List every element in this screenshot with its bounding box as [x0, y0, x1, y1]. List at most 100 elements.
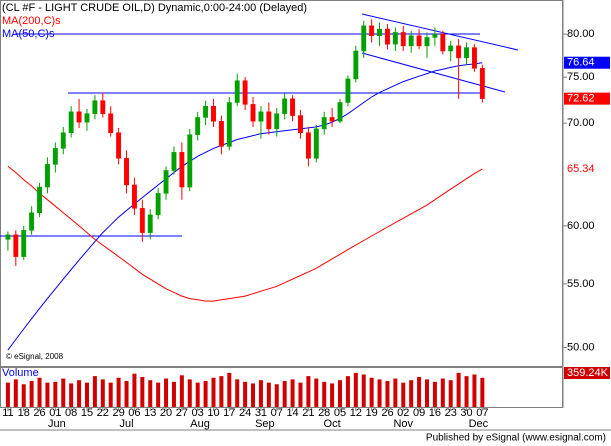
candle-body — [5, 234, 11, 240]
volume-bar — [235, 379, 240, 407]
volume-bar — [401, 382, 406, 407]
x-tick-label: 28 — [318, 407, 330, 419]
y-tick-label: 55.00 — [567, 278, 595, 290]
candle-body — [226, 102, 232, 147]
month-label: Aug — [190, 418, 210, 430]
candle-body — [203, 105, 209, 118]
candle-body — [305, 132, 311, 159]
copyright: © eSignal, 2008 — [6, 352, 64, 361]
volume-bar — [84, 382, 89, 407]
volume-bar — [211, 377, 216, 407]
volume-bar — [219, 376, 224, 407]
volume-bar — [156, 382, 161, 407]
candle-body — [92, 100, 98, 114]
volume-bar — [298, 382, 303, 407]
candle-body — [416, 35, 422, 47]
candle-body — [29, 212, 35, 231]
volume-bar — [274, 384, 279, 407]
y-tick-label: 70.00 — [567, 117, 595, 129]
volume-bar — [369, 377, 374, 407]
volume-bar — [69, 383, 74, 407]
volume-bar — [385, 381, 390, 407]
volume-bar — [417, 376, 422, 407]
month-label: Jul — [119, 418, 133, 430]
candle-body — [464, 47, 469, 59]
month-label: Jun — [48, 418, 66, 430]
candle-body — [84, 113, 90, 123]
candle-body — [108, 113, 114, 133]
candle-body — [124, 158, 129, 186]
volume-last-box — [564, 367, 610, 379]
volume-bar — [124, 381, 129, 407]
x-tick-label: 17 — [223, 407, 235, 419]
x-tick-label: 29 — [112, 407, 124, 419]
x-tick-label: 06 — [128, 407, 140, 419]
candle-body — [179, 152, 185, 188]
candle-body — [424, 37, 430, 47]
volume-panel — [0, 367, 563, 408]
volume-bar — [409, 380, 414, 407]
candle-body — [44, 164, 50, 188]
candle-body — [139, 208, 145, 233]
candle-body — [337, 102, 343, 122]
candle-body — [163, 170, 169, 194]
x-tick-label: 09 — [413, 407, 425, 419]
x-tick-label: 31 — [255, 407, 267, 419]
volume-bar — [203, 381, 208, 407]
volume-bar — [187, 379, 192, 407]
candle-body — [392, 32, 398, 45]
volume-bar — [13, 379, 18, 407]
volume-bar — [306, 376, 311, 407]
candle-body — [361, 25, 367, 52]
candle-body — [21, 230, 27, 257]
volume-bar — [251, 383, 256, 407]
candle-body — [195, 117, 201, 135]
volume-bar — [61, 378, 66, 407]
volume-bar — [377, 379, 382, 407]
candle-body — [440, 33, 446, 52]
candle-body — [456, 45, 462, 59]
volume-bar — [432, 381, 437, 407]
volume-label: Volume — [2, 367, 39, 379]
volume-bar — [140, 376, 145, 407]
volume-bar — [179, 375, 184, 407]
volume-bar — [132, 373, 137, 407]
candle-body — [116, 132, 122, 159]
volume-bar — [282, 381, 287, 407]
volume-bar — [290, 379, 295, 407]
x-tick-label: 18 — [18, 407, 30, 419]
volume-bar — [464, 376, 469, 407]
volume-bar — [345, 376, 350, 407]
volume-bar — [258, 380, 263, 407]
candle-body — [400, 32, 406, 47]
volume-bar — [45, 382, 50, 407]
x-tick-label: 22 — [97, 407, 109, 419]
x-tick-label: 27 — [176, 407, 188, 419]
volume-bar — [171, 381, 176, 407]
candle-body — [37, 186, 42, 213]
volume-bar — [53, 381, 58, 407]
candle-body — [377, 28, 383, 37]
month-label: Oct — [324, 418, 341, 430]
x-tick-label: 24 — [239, 407, 251, 419]
volume-bar — [314, 378, 319, 407]
footer: Published by eSignal (www.esignal.com) — [426, 433, 606, 444]
volume-bar — [195, 382, 200, 407]
volume-bar — [393, 378, 398, 407]
x-tick-label: 01 — [49, 407, 61, 419]
volume-bar — [338, 380, 343, 407]
volume-bar — [330, 383, 335, 407]
last-price: 72.62 — [567, 93, 595, 105]
volume-bar — [353, 372, 358, 407]
candle-body — [282, 98, 288, 114]
volume-bar — [322, 381, 327, 407]
y-tick-label: 75.00 — [567, 71, 595, 83]
y-tick-label: 80.00 — [567, 28, 595, 40]
x-tick-label: 07 — [476, 407, 488, 419]
volume-last: 359.24K — [567, 367, 609, 379]
candle-body — [171, 152, 177, 171]
candle-body — [76, 111, 82, 123]
chart-title: (CL #F - LIGHT CRUDE OIL,D) Dynamic,0:00… — [2, 2, 307, 14]
volume-bar — [227, 372, 232, 407]
volume-bar — [108, 382, 113, 407]
